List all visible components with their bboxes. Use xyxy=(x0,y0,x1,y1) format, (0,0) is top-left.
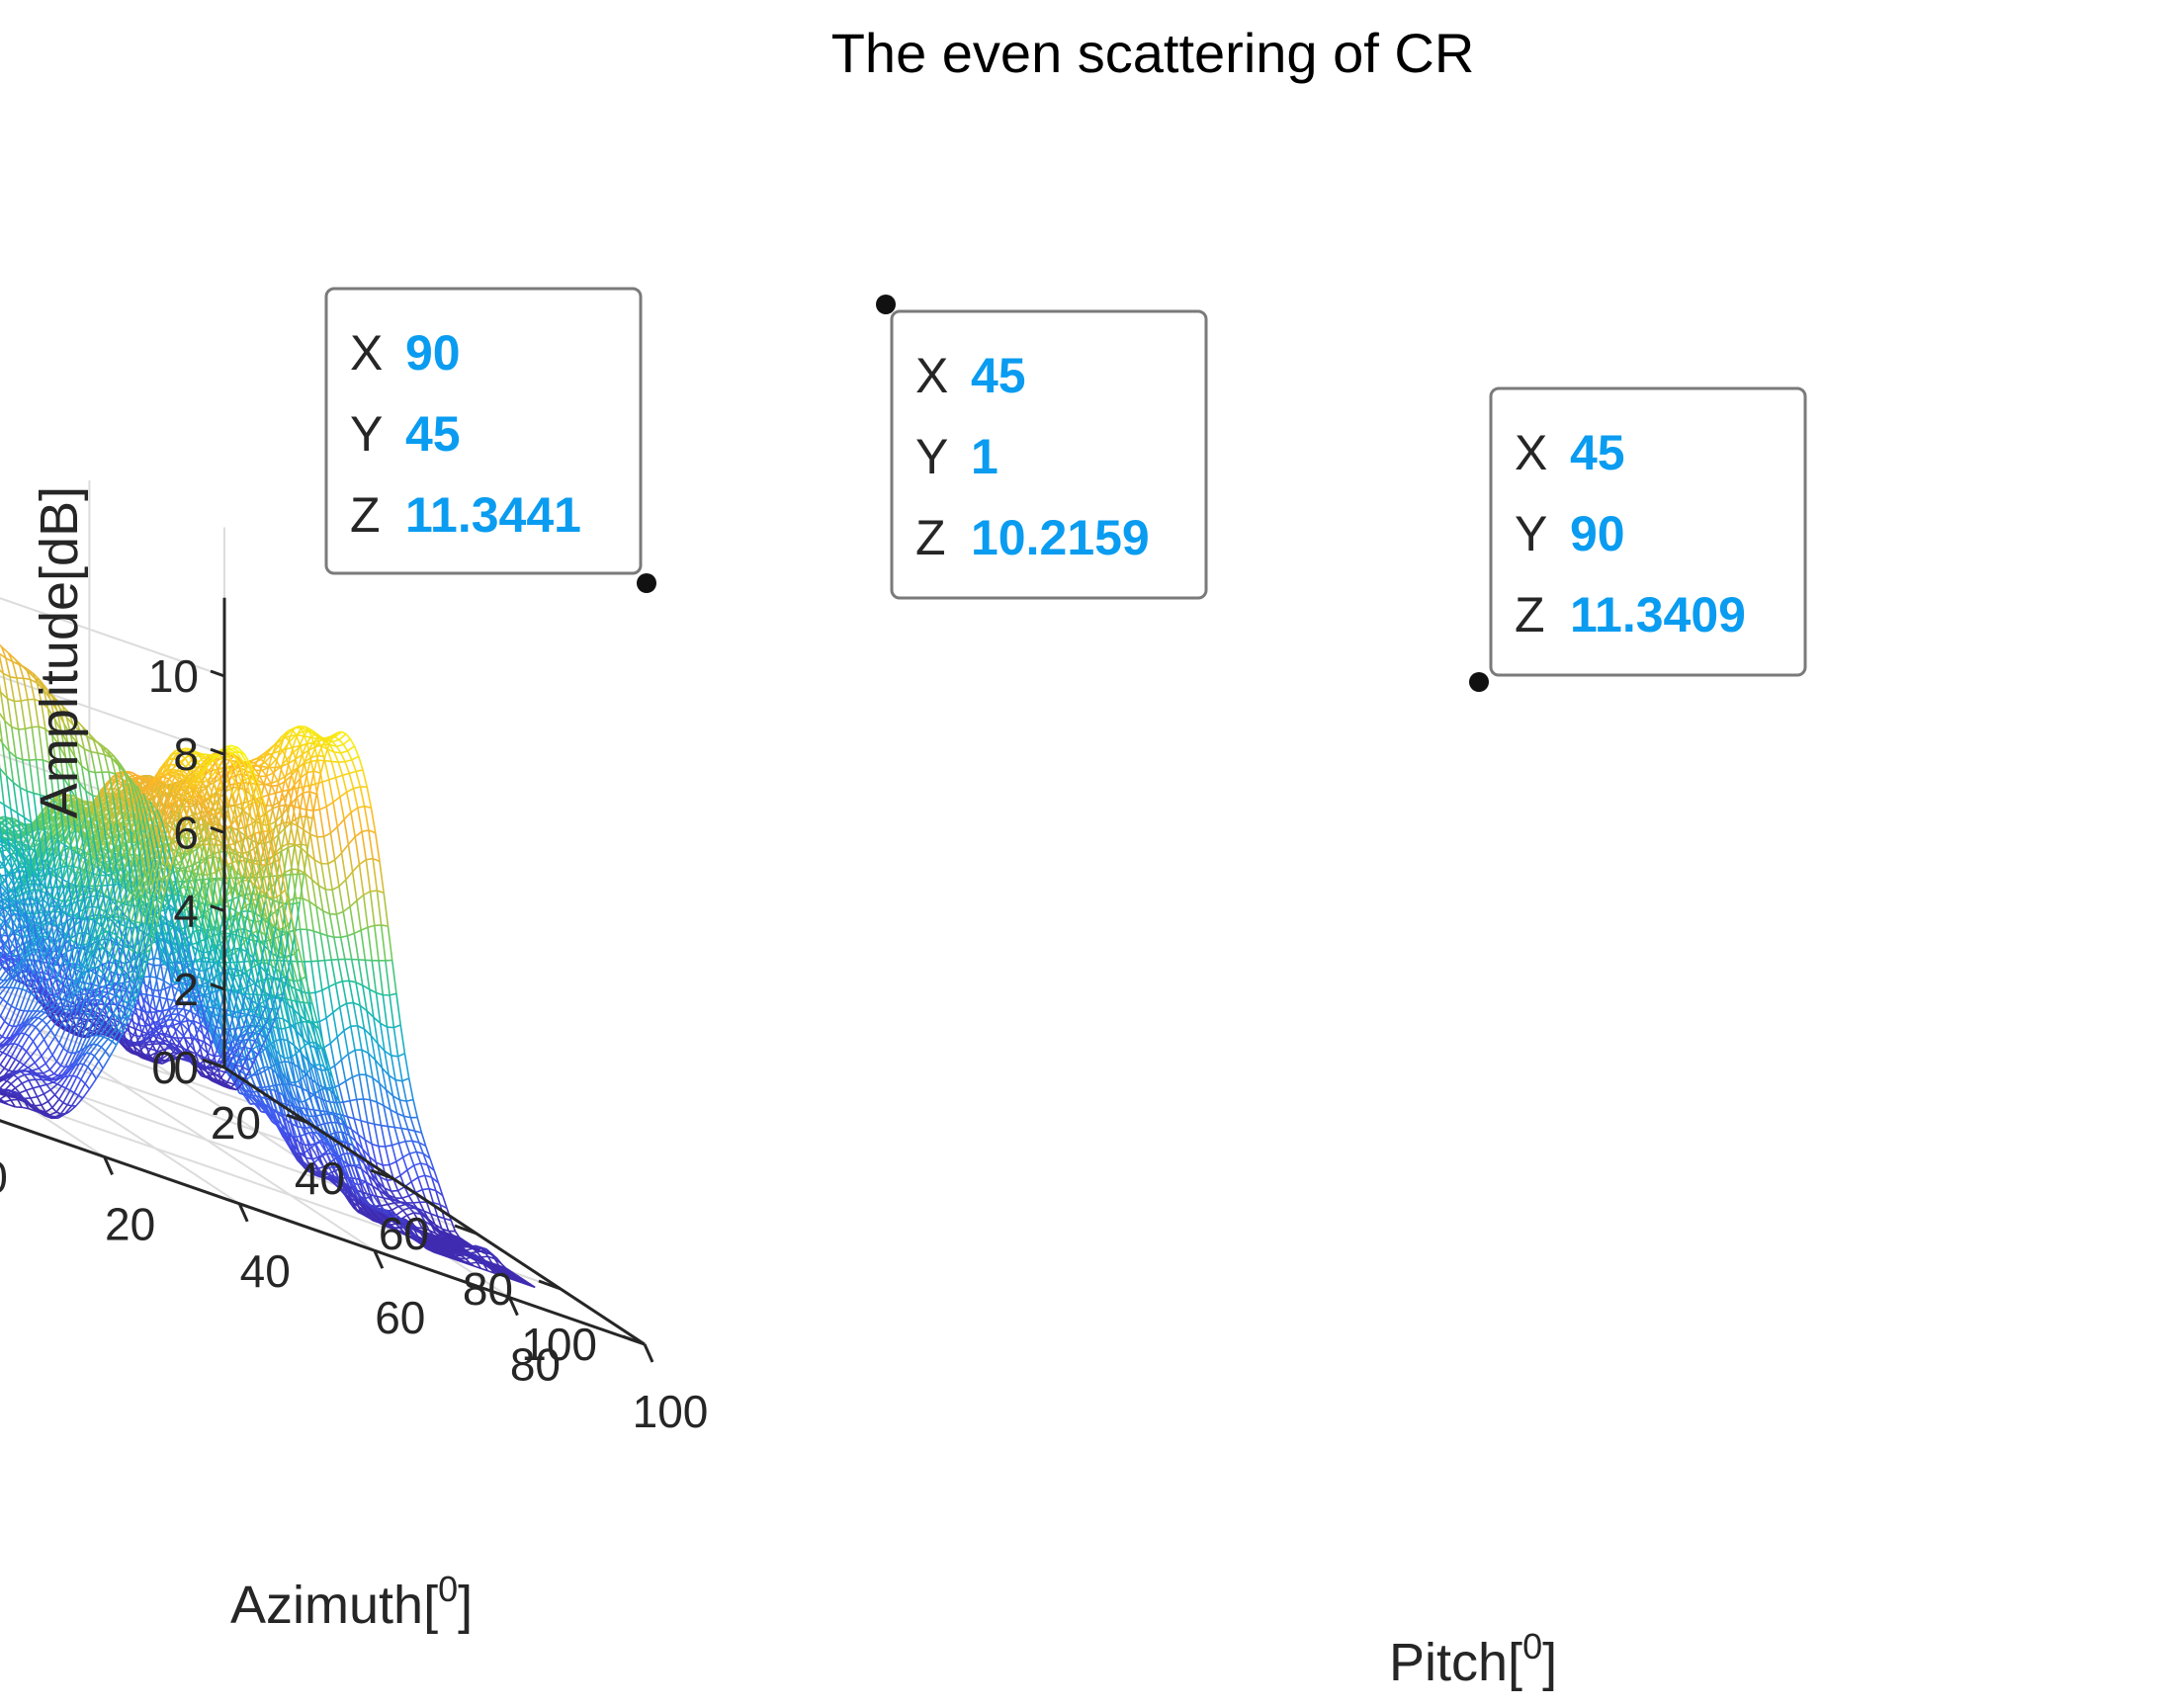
mesh-segment xyxy=(38,1097,42,1105)
mesh-segment xyxy=(81,1079,85,1083)
mesh-segment xyxy=(27,1090,31,1098)
mesh-segment xyxy=(21,700,28,701)
mesh-segment xyxy=(43,1094,47,1102)
mesh-segment xyxy=(29,1080,33,1088)
mesh-segment xyxy=(31,1057,35,1063)
mesh-segment xyxy=(99,1062,103,1068)
mesh-segment xyxy=(35,1063,39,1068)
mesh-segment xyxy=(244,1047,251,1049)
mesh-segment xyxy=(19,728,26,729)
mesh-segment xyxy=(52,1108,56,1112)
mesh-segment xyxy=(18,1078,22,1083)
mesh-segment xyxy=(50,1090,54,1095)
mesh-segment xyxy=(22,1083,26,1090)
mesh-segment xyxy=(50,1069,54,1073)
mesh-segment xyxy=(85,1083,89,1088)
mesh-segment xyxy=(40,1086,43,1094)
mesh-segment xyxy=(33,1088,37,1097)
mesh-segment xyxy=(55,1095,59,1099)
mesh-segment xyxy=(88,1067,92,1071)
mesh-segment xyxy=(0,640,2,646)
mesh-segment xyxy=(34,1041,38,1048)
mesh-segment xyxy=(48,1048,52,1056)
mesh-segment xyxy=(95,1056,99,1061)
mesh-segment xyxy=(227,1082,234,1084)
mesh-segment xyxy=(11,1084,15,1088)
mesh-segment xyxy=(45,1064,49,1069)
mesh-segment xyxy=(137,1025,144,1026)
mesh-segment xyxy=(59,1099,63,1102)
mesh-segment xyxy=(29,1036,33,1041)
mesh-segment xyxy=(48,1101,52,1107)
mesh-segment xyxy=(44,1039,48,1047)
